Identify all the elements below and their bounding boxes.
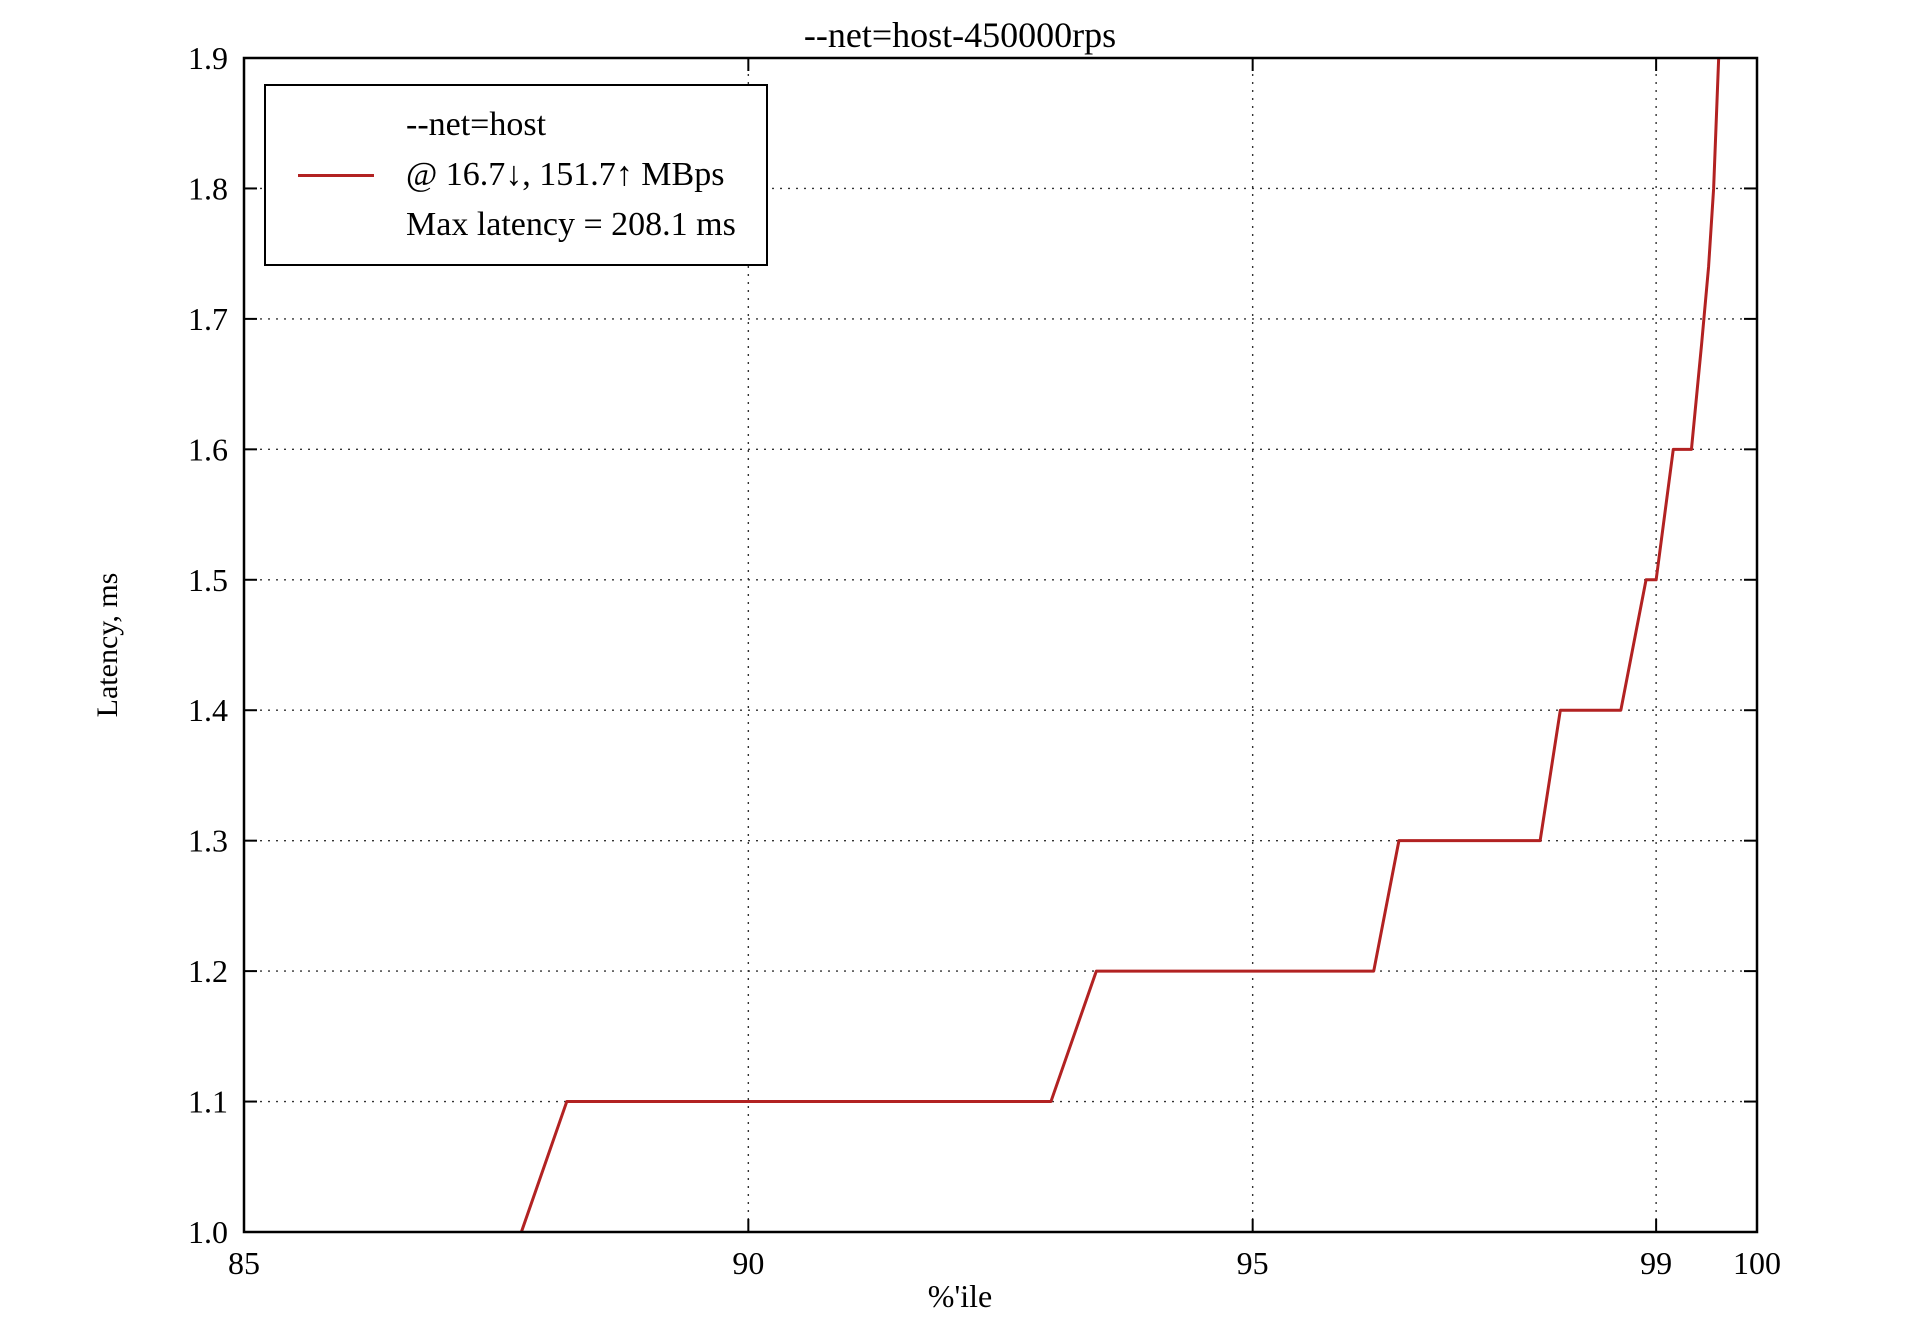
x-tick-label: 95	[1237, 1245, 1269, 1281]
y-tick-label: 1.6	[188, 431, 228, 467]
x-tick-label: 100	[1733, 1245, 1781, 1281]
y-tick-label: 1.5	[188, 562, 228, 598]
legend-label-max-latency: Max latency = 208.1 ms	[406, 206, 736, 243]
y-tick-label: 1.4	[188, 692, 228, 728]
series-line	[519, 57, 1721, 1233]
legend-handle-column	[266, 173, 406, 177]
chart-title: --net=host-450000rps	[803, 15, 1117, 55]
x-tick-label: 99	[1640, 1245, 1672, 1281]
y-tick-label: 1.7	[188, 301, 228, 337]
legend-text: --net=host @ 16.7↓, 151.7↑ MBps Max late…	[406, 100, 736, 250]
plot-frame	[242, 56, 1759, 1234]
legend-label-throughput: @ 16.7↓, 151.7↑ MBps	[406, 156, 725, 193]
x-tick-label: 85	[228, 1245, 260, 1281]
y-axis-label: Latency, ms	[91, 572, 124, 718]
y-tick-label: 1.9	[188, 40, 228, 76]
y-tick-label: 1.8	[188, 170, 228, 206]
y-tick-label: 1.0	[188, 1214, 228, 1250]
legend-label-series: --net=host	[406, 106, 547, 143]
legend-box: --net=host @ 16.7↓, 151.7↑ MBps Max late…	[264, 84, 768, 266]
y-tick-label: 1.2	[188, 953, 228, 989]
legend-line-sample	[298, 173, 374, 177]
y-tick-label: 1.1	[188, 1084, 228, 1120]
x-tick-label: 90	[732, 1245, 764, 1281]
y-tick-label: 1.3	[188, 823, 228, 859]
x-axis-label: %'ile	[927, 1278, 993, 1314]
